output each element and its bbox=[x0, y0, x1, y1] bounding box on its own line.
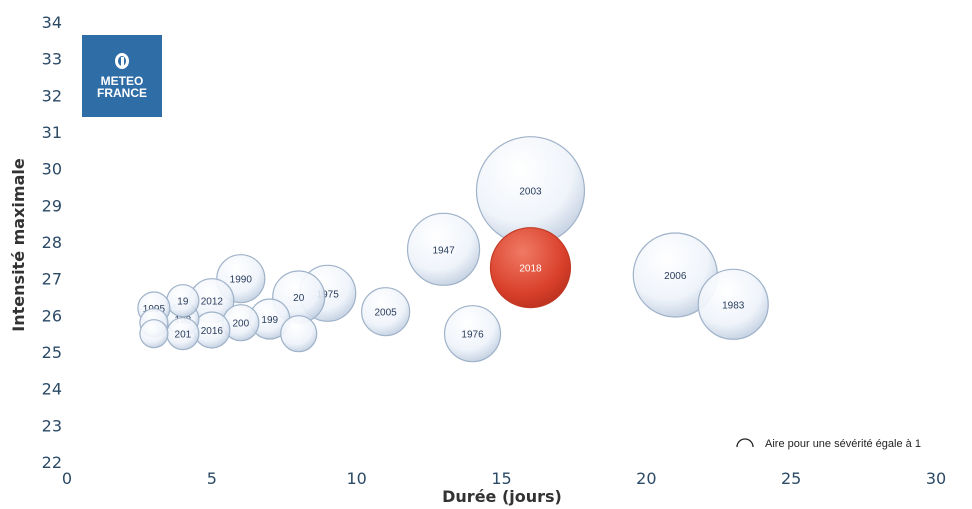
bubble-label: 200 bbox=[232, 319, 249, 330]
x-axis-title: Durée (jours) bbox=[442, 487, 562, 506]
logo-line2: FRANCE bbox=[97, 86, 147, 100]
meteo-france-logo: METEO FRANCE bbox=[82, 35, 162, 117]
x-tick-label: 5 bbox=[207, 469, 217, 488]
x-tick-label: 20 bbox=[636, 469, 656, 488]
bubble-label: 1990 bbox=[230, 275, 253, 286]
logo-line1: METEO bbox=[100, 74, 144, 88]
y-tick-label: 29 bbox=[42, 196, 62, 215]
bubble-label: 1983 bbox=[722, 300, 745, 311]
bubble-label: 2018 bbox=[519, 264, 542, 275]
bubble-label: 199 bbox=[261, 315, 278, 326]
x-tick-label: 30 bbox=[926, 469, 946, 488]
bubble-circle bbox=[489, 227, 572, 309]
bubble: 2018 bbox=[489, 227, 572, 309]
y-tick-label: 23 bbox=[42, 416, 62, 435]
bubble: 2005 bbox=[361, 287, 411, 337]
y-tick-label: 22 bbox=[42, 453, 62, 472]
bubble: 1947 bbox=[406, 212, 481, 286]
axes: 0 5 10 15 20 25 30 22 23 24 25 26 27 28 29 30 31 32 33 34 bbox=[42, 13, 947, 488]
y-tick-label: 28 bbox=[42, 233, 62, 252]
bubble-circle bbox=[139, 319, 169, 349]
bubble: 1976 bbox=[443, 305, 502, 363]
bubble bbox=[139, 319, 169, 349]
y-tick-label: 30 bbox=[42, 160, 62, 179]
legend: Aire pour une sévérité égale à 1 bbox=[736, 438, 921, 450]
bubble-circle bbox=[361, 287, 411, 337]
y-tick-label: 31 bbox=[42, 123, 62, 142]
bubble-circle bbox=[280, 315, 318, 353]
bubble-label: 201 bbox=[175, 330, 192, 341]
bubble: 19 bbox=[166, 284, 200, 318]
y-tick-label: 25 bbox=[42, 343, 62, 362]
bubble: 201 bbox=[166, 317, 200, 351]
y-tick-label: 32 bbox=[42, 86, 62, 105]
bubble-label: 20 bbox=[293, 293, 305, 304]
bubble-label: 2012 bbox=[201, 297, 224, 308]
y-tick-label: 34 bbox=[42, 13, 62, 32]
bubble-circle bbox=[697, 268, 769, 340]
x-tick-label: 25 bbox=[781, 469, 801, 488]
logo-mark-icon bbox=[115, 53, 129, 69]
bubble: 1983 bbox=[697, 268, 769, 340]
y-tick-label: 27 bbox=[42, 270, 62, 289]
legend-text: Aire pour une sévérité égale à 1 bbox=[765, 438, 921, 450]
bubble-label: 1976 bbox=[461, 330, 484, 341]
y-tick-label: 33 bbox=[42, 50, 62, 69]
y-axis-title: Intensité maximale bbox=[9, 158, 28, 332]
bubble-label: 2016 bbox=[201, 326, 224, 337]
x-tick-label: 0 bbox=[62, 469, 72, 488]
bubble bbox=[280, 315, 318, 353]
bubble-label: 2006 bbox=[664, 271, 687, 282]
bubble-label: 2005 bbox=[375, 308, 398, 319]
bubble-label: 1975 bbox=[317, 289, 340, 300]
y-tick-label: 26 bbox=[42, 306, 62, 325]
bubble-label: 19 bbox=[177, 297, 189, 308]
bubble-label: 2003 bbox=[519, 187, 542, 198]
y-tick-label: 24 bbox=[42, 380, 62, 399]
bubble-label: 1947 bbox=[432, 245, 455, 256]
bubble-circle bbox=[443, 305, 502, 363]
x-tick-label: 10 bbox=[346, 469, 366, 488]
bubbles: 2003 1947 2006 1983 1976 2005 1975 20 1990 2012 19… bbox=[137, 136, 769, 363]
bubble-circle bbox=[406, 212, 481, 286]
x-tick-label: 15 bbox=[491, 469, 511, 488]
legend-arc-icon bbox=[736, 438, 754, 448]
